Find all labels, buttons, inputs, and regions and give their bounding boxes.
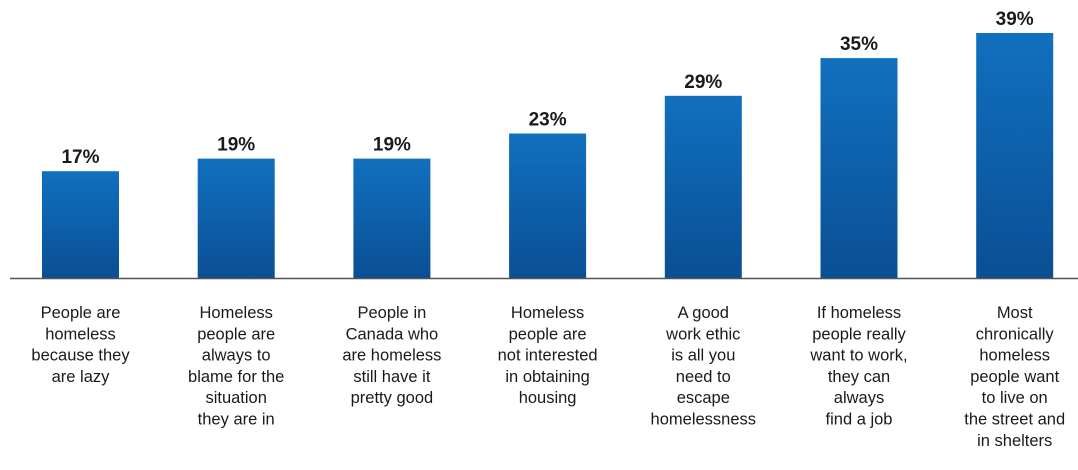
category-label-line: People are xyxy=(41,304,121,322)
bar-4 xyxy=(509,133,587,278)
category-label-line: are lazy xyxy=(52,368,111,386)
bar-6 xyxy=(820,58,898,278)
category-label-line: homeless xyxy=(45,325,116,343)
value-label-2: 19% xyxy=(217,135,255,156)
category-label-line: people are xyxy=(197,325,275,343)
category-label-5: A good work ethic is all you need to escape h… xyxy=(651,304,756,429)
category-label-2: Homeless people are always to blame for the… xyxy=(188,304,284,429)
value-label-5: 29% xyxy=(684,72,722,93)
category-label-line: always xyxy=(834,389,884,407)
category-label-line: always to xyxy=(202,347,271,365)
category-label-3: People in Canada who are homeless still hav… xyxy=(342,304,441,407)
category-label-4: Homeless people are not interested in obtai… xyxy=(498,304,598,407)
category-label-line: in shelters xyxy=(977,432,1052,450)
bar-7 xyxy=(976,33,1054,278)
category-label-line: pretty good xyxy=(351,389,434,407)
value-label-7: 39% xyxy=(996,9,1034,30)
category-label-line: people are xyxy=(509,325,587,343)
category-label-line: the street and xyxy=(964,411,1065,429)
category-label-line: people really xyxy=(812,325,906,343)
category-label-line: homelessness xyxy=(651,411,756,429)
category-label-line: People in xyxy=(357,304,426,322)
value-label-1: 17% xyxy=(61,147,99,168)
category-label-line: find a job xyxy=(826,411,893,429)
category-label-line: need to xyxy=(676,368,731,386)
category-label-line: Most xyxy=(997,304,1033,322)
category-label-line: people want xyxy=(970,368,1059,386)
category-label-7: Most chronically homeless people want to liv… xyxy=(964,304,1065,450)
bars-group xyxy=(42,33,1054,278)
category-label-line: are homeless xyxy=(342,347,441,365)
category-label-line: is all you xyxy=(671,347,735,365)
category-label-line: Homeless xyxy=(200,304,273,322)
category-label-line: A good xyxy=(678,304,729,322)
bar-3 xyxy=(353,158,431,278)
category-label-line: in obtaining xyxy=(505,368,589,386)
value-label-3: 19% xyxy=(373,135,411,156)
category-label-line: not interested xyxy=(498,347,598,365)
category-label-line: blame for the xyxy=(188,368,284,386)
category-label-line: because they xyxy=(31,347,130,365)
category-label-line: to live on xyxy=(982,389,1048,407)
category-label-line: homeless xyxy=(979,347,1050,365)
category-label-line: situation xyxy=(205,389,266,407)
category-label-line: If homeless xyxy=(817,304,901,322)
bar-1 xyxy=(42,171,119,278)
category-label-line: housing xyxy=(519,389,577,407)
bar-2 xyxy=(197,158,275,278)
category-label-6: If homeless people really want to work, the… xyxy=(809,304,907,429)
value-label-4: 23% xyxy=(529,110,567,131)
category-label-line: want to work, xyxy=(809,347,907,365)
category-label-line: chronically xyxy=(976,325,1055,343)
category-label-line: still have it xyxy=(353,368,430,386)
category-label-line: they can xyxy=(828,368,890,386)
category-label-line: work ethic xyxy=(665,325,740,343)
category-label-line: escape xyxy=(677,389,730,407)
bar-5 xyxy=(664,95,742,278)
category-label-line: they are in xyxy=(198,411,275,429)
category-label-line: Canada who xyxy=(346,325,439,343)
category-labels-group: People are homeless because they are lazy Ho… xyxy=(31,304,1065,450)
category-label-1: People are homeless because they are lazy xyxy=(31,304,130,386)
value-labels-group: 17% 19% 19% 23% 29% 35% 39% xyxy=(61,9,1033,168)
value-label-6: 35% xyxy=(840,34,878,55)
category-label-line: Homeless xyxy=(511,304,584,322)
